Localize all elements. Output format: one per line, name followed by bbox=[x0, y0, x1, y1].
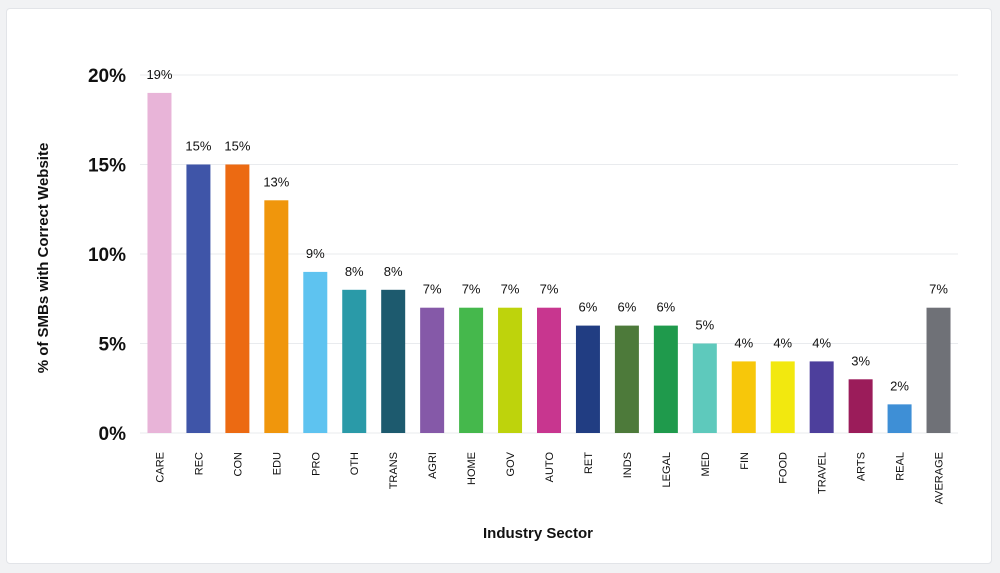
bars bbox=[147, 92, 951, 434]
bar-inds bbox=[614, 325, 639, 433]
bar-agri bbox=[420, 307, 445, 433]
data-label: 2% bbox=[890, 378, 909, 393]
x-tick-label: TRANS bbox=[388, 452, 400, 489]
data-label: 19% bbox=[146, 67, 172, 82]
bar-con bbox=[225, 164, 250, 433]
data-label: 7% bbox=[929, 282, 948, 297]
x-tick-label: HOME bbox=[466, 452, 478, 485]
bar-auto bbox=[537, 307, 561, 433]
y-axis-title: % of SMBs with Correct Website bbox=[35, 143, 52, 374]
x-tick-label: FOOD bbox=[778, 452, 790, 484]
x-tick-label: MED bbox=[700, 452, 712, 477]
bar-home bbox=[459, 307, 484, 433]
data-label: 5% bbox=[695, 318, 714, 333]
bar-gov bbox=[498, 307, 523, 433]
data-labels: 19% 15% 15% 13% 9% 8% 8% 7% 7% 7% 7% 6% 6% 6% 5% 4% 4% 4%… bbox=[146, 67, 948, 393]
x-tick-label: REC bbox=[193, 452, 205, 475]
data-label: 4% bbox=[773, 335, 792, 350]
data-label: 7% bbox=[462, 282, 481, 297]
bar-rec bbox=[186, 164, 211, 433]
bar-med bbox=[692, 343, 717, 433]
x-tick-label: LEGAL bbox=[661, 452, 673, 487]
x-tick-label: ARTS bbox=[856, 452, 868, 481]
x-tick-label: OTH bbox=[349, 452, 361, 475]
bar-ret bbox=[575, 325, 600, 433]
bar-care bbox=[147, 92, 172, 434]
x-tick-label: RET bbox=[583, 452, 595, 474]
bar-average bbox=[926, 307, 951, 433]
x-tick-label: CON bbox=[232, 452, 244, 477]
y-tick-label: 15% bbox=[88, 156, 126, 177]
bar-arts bbox=[848, 379, 873, 433]
bar-fin bbox=[731, 361, 756, 433]
data-label: 8% bbox=[384, 264, 403, 279]
y-tick-label: 0% bbox=[99, 424, 127, 445]
x-tick-label: INDS bbox=[622, 452, 634, 478]
y-tick-label: 20% bbox=[88, 66, 126, 87]
data-label: 7% bbox=[540, 282, 559, 297]
data-label: 7% bbox=[423, 282, 442, 297]
bar-travel bbox=[809, 361, 834, 433]
bar-oth bbox=[342, 289, 367, 433]
bar-real bbox=[887, 404, 912, 433]
data-label: 6% bbox=[618, 300, 637, 315]
data-label: 15% bbox=[185, 139, 211, 154]
x-tick-label: CARE bbox=[154, 452, 166, 483]
bar-food bbox=[770, 361, 795, 433]
y-tick-label: 10% bbox=[88, 245, 126, 266]
bar-pro bbox=[303, 271, 328, 433]
x-axis-title: Industry Sector bbox=[483, 525, 593, 542]
x-tick-label: REAL bbox=[895, 452, 907, 481]
x-tick-label: PRO bbox=[310, 452, 322, 476]
data-label: 4% bbox=[812, 335, 831, 350]
x-tick-label: AGRI bbox=[427, 452, 439, 479]
y-axis-ticks: 0% 5% 10% 15% 20% bbox=[88, 66, 126, 445]
bar-trans bbox=[381, 289, 406, 433]
data-label: 9% bbox=[306, 246, 325, 261]
bar-legal bbox=[653, 325, 678, 433]
x-axis-ticks: CARE REC CON EDU PRO OTH TRANS AGRI HOME GOV AUTO R… bbox=[154, 451, 945, 504]
x-tick-label: GOV bbox=[505, 451, 517, 476]
data-label: 6% bbox=[579, 300, 598, 315]
x-tick-label: TRAVEL bbox=[817, 452, 829, 494]
data-label: 8% bbox=[345, 264, 364, 279]
y-tick-label: 5% bbox=[99, 335, 127, 356]
data-label: 4% bbox=[734, 335, 753, 350]
data-label: 13% bbox=[263, 174, 289, 189]
x-tick-label: FIN bbox=[739, 452, 751, 470]
data-label: 3% bbox=[851, 353, 870, 368]
data-label: 15% bbox=[224, 139, 250, 154]
data-label: 7% bbox=[501, 282, 520, 297]
x-tick-label: AVERAGE bbox=[934, 452, 946, 504]
x-tick-label: EDU bbox=[271, 452, 283, 475]
x-tick-label: AUTO bbox=[544, 452, 556, 483]
data-label: 6% bbox=[656, 300, 675, 315]
bar-edu bbox=[264, 200, 289, 433]
